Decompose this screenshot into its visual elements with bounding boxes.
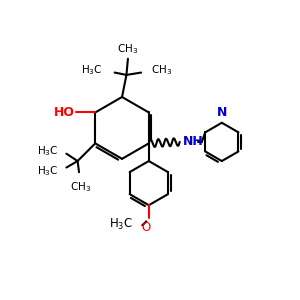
Text: HO: HO [54, 106, 75, 119]
Text: H$_3$C: H$_3$C [37, 164, 58, 178]
Text: N: N [217, 106, 227, 119]
Text: H$_3$C: H$_3$C [109, 217, 133, 232]
Text: CH$_3$: CH$_3$ [70, 180, 91, 194]
Text: O: O [142, 221, 151, 234]
Text: H$_3$C: H$_3$C [81, 64, 103, 77]
Text: H$_3$C: H$_3$C [37, 144, 58, 158]
Text: NH: NH [183, 135, 204, 148]
Text: CH$_3$: CH$_3$ [152, 64, 173, 77]
Text: CH$_3$: CH$_3$ [117, 42, 139, 56]
